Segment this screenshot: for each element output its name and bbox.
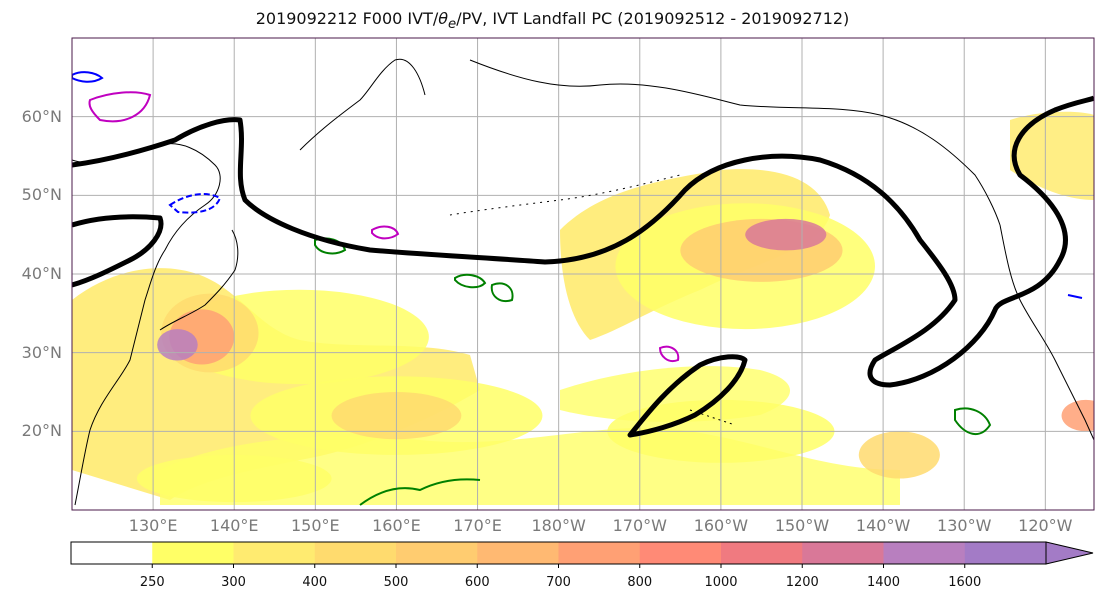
ivt-blob bbox=[1061, 399, 1094, 432]
ivt-band-east-coast bbox=[1010, 111, 1094, 200]
title-theta: θ bbox=[438, 9, 449, 28]
longitude-label: 130°W bbox=[937, 516, 992, 535]
longitude-label: 140°E bbox=[209, 516, 259, 535]
colorbar-swatch bbox=[71, 542, 153, 564]
pv-green-contour bbox=[490, 282, 514, 302]
title-rest: /PV, IVT Landfall PC (2019092512 - 20190… bbox=[456, 9, 850, 28]
colorbar-tick-label: 500 bbox=[383, 575, 409, 590]
colorbar-tick-label: 1200 bbox=[785, 575, 819, 590]
colorbar-swatch bbox=[233, 542, 316, 564]
pv-magenta-contour bbox=[88, 91, 152, 123]
landfall-pc-contours bbox=[72, 95, 1094, 438]
ivt-blob bbox=[157, 329, 198, 361]
longitude-label: 150°E bbox=[291, 516, 340, 535]
pc-contour-north bbox=[72, 95, 1094, 388]
colorbar-swatch bbox=[721, 542, 803, 564]
latitude-label: 50°N bbox=[21, 185, 62, 205]
latitude-label: 40°N bbox=[21, 264, 62, 283]
colorbar-swatch bbox=[883, 542, 966, 564]
colorbar-swatch bbox=[558, 542, 641, 564]
longitude-label: 130°E bbox=[128, 516, 178, 535]
colorbar-swatch bbox=[314, 542, 397, 564]
pv-contours bbox=[72, 71, 1083, 506]
coast-japan bbox=[159, 229, 239, 331]
colorbar-swatch bbox=[964, 542, 1047, 564]
title-run: 2019092212 F000 IVT/ bbox=[255, 9, 439, 28]
pv-green-contour bbox=[454, 273, 487, 289]
pv-green-contour bbox=[359, 478, 481, 506]
pv-magenta-contour bbox=[371, 225, 400, 240]
colorbar-tick-label: 700 bbox=[546, 575, 571, 590]
pv-green-contour bbox=[954, 407, 992, 435]
map-layers bbox=[72, 38, 1094, 510]
colorbar-swatch bbox=[396, 542, 478, 564]
longitude-label: 140°W bbox=[855, 516, 911, 535]
pv-magenta-contour bbox=[658, 345, 680, 362]
longitude-label: 120°W bbox=[1018, 516, 1073, 535]
colorbar-tick-label: 800 bbox=[627, 575, 653, 590]
colorbar-swatch bbox=[477, 542, 559, 564]
latitude-label: 30°N bbox=[21, 342, 62, 362]
longitude-label: 160°E bbox=[372, 516, 421, 535]
pv-blue-contour bbox=[72, 71, 104, 83]
coastlines bbox=[72, 58, 1094, 506]
map-title: 2019092212 F000 IVT/θe/PV, IVT Landfall … bbox=[0, 9, 1105, 32]
colorbar-swatch bbox=[152, 542, 234, 564]
latitude-label: 20°N bbox=[21, 421, 62, 441]
ivt-blob bbox=[745, 218, 827, 251]
longitude-label: 150°W bbox=[774, 516, 830, 535]
longitude-label: 180°W bbox=[531, 516, 586, 535]
pc-contour-west bbox=[72, 214, 164, 288]
coast-north-america bbox=[999, 224, 1094, 441]
map-frame bbox=[71, 37, 1095, 511]
colorbar-tick-label: 1000 bbox=[704, 575, 738, 590]
colorbar-tick-label: 300 bbox=[221, 575, 246, 590]
pv-blue-contour bbox=[168, 193, 222, 214]
latitude-label: 60°N bbox=[21, 106, 62, 126]
ivt-blob bbox=[858, 431, 940, 479]
longitude-label: 160°W bbox=[693, 516, 749, 535]
colorbar-tick-label: 1400 bbox=[866, 575, 901, 590]
colorbar-tick-label: 400 bbox=[302, 575, 328, 590]
colorbar-tick-label: 250 bbox=[139, 575, 165, 590]
colorbar-tick-label: 600 bbox=[464, 575, 490, 590]
longitude-label: 170°W bbox=[612, 516, 667, 535]
pv-blue-contour bbox=[1067, 294, 1083, 299]
longitude-label: 170°E bbox=[453, 516, 502, 535]
coast-alaska bbox=[469, 59, 1001, 226]
colorbar-tick-label: 1600 bbox=[948, 575, 982, 590]
title-theta-sub: e bbox=[448, 17, 457, 33]
pc-contour-hawaii-loop bbox=[627, 354, 748, 438]
coast-kamchatka bbox=[299, 58, 426, 151]
coast-aleutians bbox=[449, 174, 681, 216]
colorbar-extend-arrow bbox=[1045, 541, 1094, 565]
colorbar-swatch bbox=[802, 542, 884, 564]
colorbar bbox=[70, 541, 1094, 568]
gridlines bbox=[72, 38, 1094, 510]
colorbar-swatch bbox=[639, 542, 722, 564]
